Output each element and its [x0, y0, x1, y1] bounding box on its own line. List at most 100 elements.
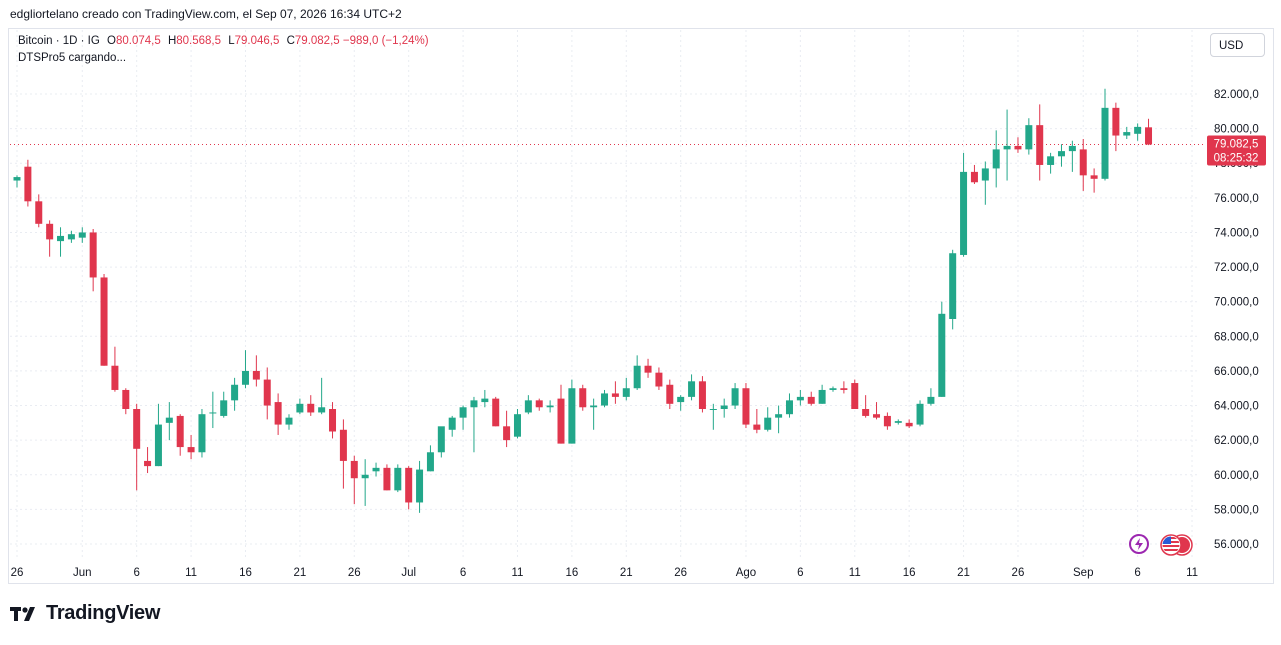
us-flag-events-icon[interactable]	[1160, 533, 1194, 562]
candle-body[interactable]	[513, 414, 521, 437]
candle-body[interactable]	[622, 388, 630, 397]
candle-body[interactable]	[1057, 151, 1065, 157]
candle-body[interactable]	[503, 426, 511, 441]
candle-body[interactable]	[35, 201, 43, 224]
candle-body[interactable]	[1123, 132, 1131, 136]
candle-body[interactable]	[775, 414, 783, 418]
candle-body[interactable]	[296, 403, 304, 413]
candle-body[interactable]	[524, 400, 532, 413]
candle-body[interactable]	[1134, 126, 1142, 134]
candle-body[interactable]	[840, 388, 848, 390]
symbol-name[interactable]: Bitcoin · 1D · IG	[18, 35, 100, 47]
candle-body[interactable]	[416, 469, 424, 503]
currency-button[interactable]: USD	[1210, 33, 1265, 57]
candle-body[interactable]	[405, 467, 413, 503]
candle-body[interactable]	[796, 396, 804, 401]
candle-body[interactable]	[1090, 175, 1098, 179]
candle-body[interactable]	[89, 232, 97, 278]
candle-body[interactable]	[883, 415, 891, 427]
candle-body[interactable]	[535, 400, 543, 408]
candle-body[interactable]	[198, 414, 206, 453]
candle-body[interactable]	[1112, 107, 1120, 136]
candle-body[interactable]	[383, 467, 391, 491]
candle-body[interactable]	[568, 388, 576, 444]
candle-body[interactable]	[209, 412, 217, 414]
candle-body[interactable]	[231, 384, 239, 401]
candle-body[interactable]	[753, 424, 761, 430]
candle-body[interactable]	[851, 383, 859, 409]
candle-body[interactable]	[655, 372, 663, 387]
candle-body[interactable]	[633, 365, 641, 389]
candle-body[interactable]	[122, 389, 130, 409]
candle-body[interactable]	[144, 460, 152, 467]
candle-body[interactable]	[785, 400, 793, 415]
candle-body[interactable]	[1145, 127, 1153, 145]
candle-body[interactable]	[470, 400, 478, 408]
candle-body[interactable]	[818, 389, 826, 404]
candle-body[interactable]	[46, 223, 54, 240]
candle-body[interactable]	[24, 166, 32, 202]
candle-body[interactable]	[481, 398, 489, 403]
candle-body[interactable]	[329, 409, 337, 432]
candle-body[interactable]	[78, 232, 86, 238]
candle-body[interactable]	[111, 365, 119, 390]
candle-body[interactable]	[492, 398, 500, 427]
last-price-label[interactable]	[1207, 135, 1266, 166]
candle-body[interactable]	[916, 403, 924, 425]
candle-body[interactable]	[829, 388, 837, 390]
candle-body[interactable]	[252, 370, 260, 380]
candle-body[interactable]	[1014, 145, 1022, 150]
candle-body[interactable]	[154, 424, 162, 467]
candle-body[interactable]	[688, 381, 696, 397]
candle-body[interactable]	[720, 405, 728, 409]
candle-body[interactable]	[894, 421, 902, 423]
candle-body[interactable]	[611, 393, 619, 397]
candle-body[interactable]	[350, 460, 358, 479]
candle-body[interactable]	[133, 409, 141, 449]
candle-body[interactable]	[285, 417, 293, 425]
candle-body[interactable]	[1079, 149, 1087, 176]
candle-body[interactable]	[274, 402, 282, 425]
candle-body[interactable]	[742, 388, 750, 425]
tradingview-logo[interactable]: TradingView	[10, 602, 160, 625]
candle-body[interactable]	[1036, 125, 1044, 165]
candle-body[interactable]	[938, 313, 946, 397]
candle-body[interactable]	[307, 403, 315, 413]
candle-body[interactable]	[1101, 107, 1109, 179]
candle-body[interactable]	[187, 447, 195, 453]
candle-body[interactable]	[1068, 145, 1076, 152]
candle-body[interactable]	[981, 168, 989, 181]
candle-body[interactable]	[318, 407, 326, 413]
candle-body[interactable]	[546, 405, 554, 408]
candle-body[interactable]	[557, 398, 565, 444]
candle-body[interactable]	[731, 388, 739, 406]
candle-body[interactable]	[426, 452, 434, 472]
lightning-icon[interactable]	[1129, 534, 1149, 554]
candle-body[interactable]	[448, 417, 456, 430]
candle-body[interactable]	[677, 396, 685, 403]
candle-body[interactable]	[361, 474, 369, 479]
candle-body[interactable]	[590, 405, 598, 408]
candle-body[interactable]	[57, 235, 65, 242]
candle-body[interactable]	[13, 177, 21, 181]
candle-body[interactable]	[1025, 125, 1033, 150]
candle-body[interactable]	[960, 171, 968, 255]
candle-body[interactable]	[807, 396, 815, 404]
candle-body[interactable]	[698, 381, 706, 409]
candle-body[interactable]	[1047, 156, 1055, 165]
candle-body[interactable]	[644, 365, 652, 373]
candle-body[interactable]	[949, 253, 957, 319]
candle-body[interactable]	[579, 388, 587, 408]
candle-body[interactable]	[437, 426, 445, 453]
candle-body[interactable]	[927, 396, 935, 404]
candle-body[interactable]	[1003, 145, 1011, 150]
candle-body[interactable]	[339, 429, 347, 461]
candle-body[interactable]	[459, 407, 467, 418]
candle-body[interactable]	[862, 409, 870, 416]
candle-body[interactable]	[176, 415, 184, 448]
candle-body[interactable]	[100, 277, 108, 366]
candle-body[interactable]	[709, 409, 717, 410]
candle-body[interactable]	[372, 467, 380, 472]
candle-body[interactable]	[905, 422, 913, 427]
